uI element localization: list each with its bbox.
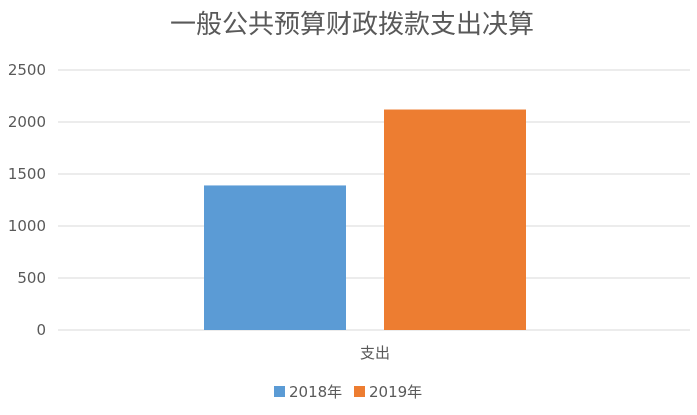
chart-title: 一般公共预算财政拨款支出决算 bbox=[170, 10, 534, 40]
x-category-label: 支出 bbox=[360, 344, 390, 362]
y-tick-label: 0 bbox=[36, 321, 46, 339]
legend-label: 2018年 bbox=[289, 383, 342, 401]
y-tick-label: 500 bbox=[17, 269, 46, 287]
bar-2018年 bbox=[204, 185, 346, 330]
y-axis-ticks: 0 500 1000 1500 2000 2500 bbox=[8, 61, 46, 339]
legend-swatch bbox=[274, 386, 285, 397]
bar-2019年 bbox=[384, 109, 526, 331]
x-axis-categories: 支出 bbox=[360, 344, 390, 362]
legend-swatch bbox=[354, 386, 365, 397]
legend: 2018年 2019年 bbox=[274, 383, 422, 401]
y-tick-label: 1000 bbox=[8, 217, 46, 235]
gridlines bbox=[58, 69, 690, 331]
y-tick-label: 2000 bbox=[8, 113, 46, 131]
legend-label: 2019年 bbox=[369, 383, 422, 401]
bars bbox=[204, 109, 526, 331]
y-tick-label: 2500 bbox=[8, 61, 46, 79]
y-tick-label: 1500 bbox=[8, 165, 46, 183]
